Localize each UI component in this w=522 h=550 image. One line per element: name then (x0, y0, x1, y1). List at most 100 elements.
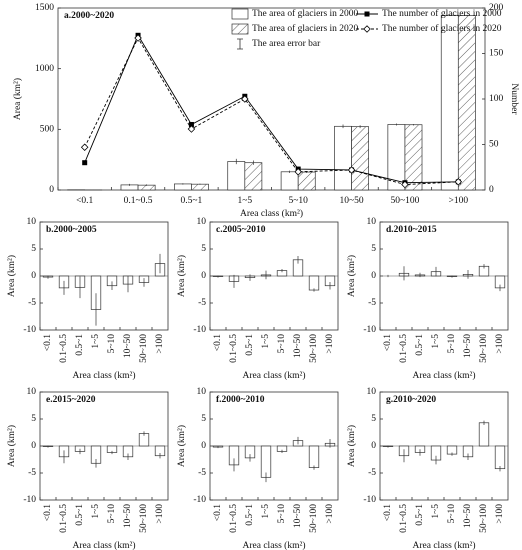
x-tick-label: 10~50 (293, 504, 303, 528)
bar (308, 275, 320, 291)
y-tick-label: -10 (23, 325, 36, 335)
legend-label: The area of glaciers in 2000 (252, 8, 359, 19)
y-tick-label: 10 (367, 387, 377, 397)
y-tick-label: 500 (40, 125, 55, 135)
x-tick-label: 50~100 (309, 504, 319, 533)
x-tick-label: 1~5 (431, 334, 441, 349)
x-tick-label: 10~50 (123, 504, 133, 528)
bar (227, 161, 246, 191)
panel-title: a.2000~2020 (64, 11, 114, 21)
x-tick-label: <0.1 (383, 334, 393, 351)
y-tick-label: 5 (371, 414, 376, 424)
legend-label: The number of glaciers in 2020 (382, 23, 502, 34)
x-tick-label: 50~100 (309, 334, 319, 363)
y-tick-label: 0 (201, 441, 206, 451)
y-tick-label: -10 (193, 325, 206, 335)
x-tick-label: <0.1 (213, 334, 223, 351)
x-tick-label: 1~5 (91, 504, 101, 519)
x-axis-label: Area class (km²) (73, 370, 136, 381)
line-marker (187, 125, 196, 133)
y-tick-label: 0 (371, 271, 376, 281)
panel-title: b.2000~2005 (46, 225, 97, 235)
x-tick-label: 0.1~0.5 (399, 334, 409, 363)
x-tick-label: >100 (495, 334, 505, 354)
x-tick-label: <0.1 (43, 334, 53, 351)
x-tick-label: 5~10 (107, 334, 117, 354)
bar (351, 126, 369, 191)
bar (308, 445, 320, 468)
y-tick-label: -5 (368, 298, 376, 308)
x-tick-label: 50~100 (139, 334, 149, 363)
legend-error-symbol (237, 38, 243, 50)
line-marker (188, 121, 194, 127)
y-tick-label: -5 (28, 298, 36, 308)
y-tick-label: 1000 (35, 64, 54, 74)
x-tick-label: >100 (155, 504, 165, 524)
y-axis-label: Area (km²) (176, 255, 187, 297)
bar (457, 15, 476, 191)
x-tick-label: <0.1 (76, 196, 93, 206)
legend-marker (363, 25, 371, 33)
x-tick-label: >100 (325, 334, 335, 354)
y-tick-label: 0 (31, 441, 36, 451)
x-tick-label: <0.1 (43, 504, 53, 521)
y-axis-label: Area (km²) (6, 255, 17, 297)
x-tick-label: 10~50 (293, 334, 303, 358)
y2-axis-label: Number (509, 83, 519, 115)
y-tick-label: -10 (363, 495, 376, 505)
legend-label: The area error bar (252, 39, 321, 49)
y-tick-label: 10 (367, 217, 377, 227)
x-tick-label: 0.5~1 (75, 504, 85, 526)
y-tick-label: 10 (197, 217, 207, 227)
y-tick-label: 0 (31, 271, 36, 281)
x-tick-label: 50~100 (139, 504, 149, 533)
panel-title: f.2000~2010 (216, 395, 265, 405)
x-tick-label: 10~50 (339, 196, 363, 206)
y-tick-label: -10 (363, 325, 376, 335)
x-tick-label: 1~5 (261, 334, 271, 349)
x-axis-label: Area class (km²) (413, 370, 476, 381)
y2-tick-label: 150 (489, 49, 504, 59)
bar (244, 162, 263, 191)
x-tick-label: 0.1~0.5 (229, 334, 239, 363)
y-tick-label: 10 (197, 387, 207, 397)
y2-tick-label: 0 (489, 185, 494, 195)
x-tick-label: 0.5~1 (75, 334, 85, 356)
x-tick-label: 0.5~1 (245, 504, 255, 526)
y-tick-label: 5 (371, 244, 376, 254)
x-tick-label: 0.1~0.5 (399, 504, 409, 533)
line-marker (241, 95, 249, 103)
y-tick-label: 0 (49, 185, 54, 195)
x-tick-label: 5~10 (277, 334, 287, 354)
legend-marker (364, 11, 370, 17)
bar (334, 125, 352, 191)
y-tick-label: -10 (23, 495, 36, 505)
x-tick-label: 0.1~0.5 (124, 196, 153, 206)
line-marker (134, 34, 142, 42)
line-marker (454, 178, 463, 186)
y-tick-label: -10 (193, 495, 206, 505)
y2-tick-label: 200 (489, 3, 504, 13)
x-axis-label: Area class (km²) (73, 540, 136, 550)
x-tick-label: 5~10 (277, 504, 287, 524)
x-tick-label: 0.5~1 (245, 334, 255, 356)
y-tick-label: 0 (201, 271, 206, 281)
bar (280, 171, 299, 191)
line-marker (80, 143, 89, 151)
x-tick-label: 0.1~0.5 (59, 334, 69, 363)
y-axis-label: Area (km²) (176, 425, 187, 467)
panel-title: d.2010~2015 (386, 225, 437, 235)
bar (404, 124, 423, 191)
x-tick-label: 0.1~0.5 (59, 504, 69, 533)
y-tick-label: 10 (27, 217, 37, 227)
x-axis-label: Area class (km²) (240, 208, 303, 219)
x-tick-label: >100 (325, 504, 335, 524)
y2-tick-label: 100 (489, 94, 504, 104)
x-tick-label: >100 (449, 196, 469, 206)
y-tick-label: 10 (27, 387, 37, 397)
bar (440, 14, 459, 191)
x-tick-label: >100 (155, 334, 165, 354)
y-tick-label: 5 (201, 414, 206, 424)
x-tick-label: 10~50 (463, 334, 473, 358)
y-tick-label: 0 (371, 441, 376, 451)
